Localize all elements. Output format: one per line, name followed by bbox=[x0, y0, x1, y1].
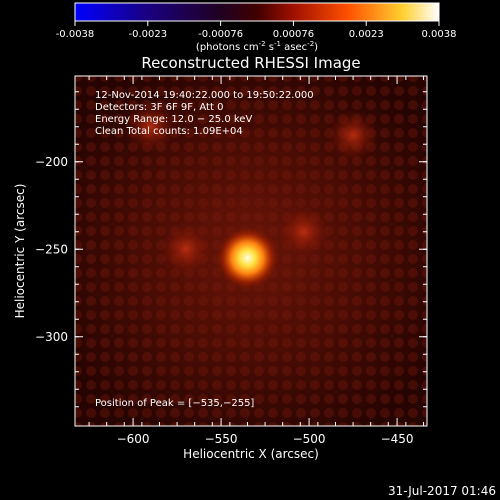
y-axis: −200 −250 −300 bbox=[35, 91, 427, 408]
chart-title: Reconstructed RHESSI Image bbox=[141, 54, 360, 72]
x-axis: −600 −550 −500 −450 bbox=[88, 76, 424, 446]
image-area bbox=[75, 76, 427, 426]
x-tick-label: −600 bbox=[117, 432, 150, 446]
peak-label: Position of Peak = [−535,−255] bbox=[95, 398, 254, 409]
y-tick-label: −300 bbox=[35, 330, 68, 344]
plot-frame bbox=[74, 75, 428, 427]
annotation-line: 12-Nov-2014 19:40:22.000 to 19:50:22.000 bbox=[95, 90, 314, 101]
x-tick-label: −500 bbox=[293, 432, 326, 446]
colorbar-tick-label: -0.00076 bbox=[198, 29, 243, 40]
timestamp: 31-Jul-2017 01:46 bbox=[388, 484, 496, 498]
x-tick-label: −450 bbox=[381, 432, 414, 446]
colorbar-tick-label: 0.00076 bbox=[273, 29, 314, 40]
x-axis-label: Heliocentric X (arcsec) bbox=[183, 447, 319, 461]
colorbar-units: (photons cm-2 s-1 asec-2) bbox=[196, 40, 318, 53]
colorbar-ticks: -0.0038 -0.0023 -0.00076 0.00076 0.0023 0.003… bbox=[56, 21, 457, 40]
colorbar-tick-label: 0.0038 bbox=[422, 29, 457, 40]
annotation-line: Energy Range: 12.0 − 25.0 keV bbox=[95, 114, 252, 125]
annotation-line: Clean Total counts: 1.09E+04 bbox=[95, 126, 243, 137]
annotation-line: Detectors: 3F 6F 9F, Att 0 bbox=[95, 102, 223, 113]
y-tick-label: −200 bbox=[35, 155, 68, 169]
colorbar-tick-label: -0.0038 bbox=[56, 29, 95, 40]
y-axis-label: Heliocentric Y (arcsec) bbox=[13, 184, 27, 319]
secondary-source bbox=[159, 223, 212, 276]
colorbar-tick-label: -0.0023 bbox=[128, 29, 167, 40]
peak-source bbox=[215, 226, 280, 290]
secondary-source bbox=[277, 205, 330, 258]
colorbar-tick-label: 0.0023 bbox=[349, 29, 384, 40]
x-tick-label: −550 bbox=[205, 432, 238, 446]
annotation-block: 12-Nov-2014 19:40:22.000 to 19:50:22.000… bbox=[95, 90, 314, 137]
secondary-source bbox=[124, 100, 177, 153]
y-tick-label: −250 bbox=[35, 242, 68, 256]
colorbar bbox=[74, 2, 440, 22]
secondary-source bbox=[327, 109, 380, 162]
